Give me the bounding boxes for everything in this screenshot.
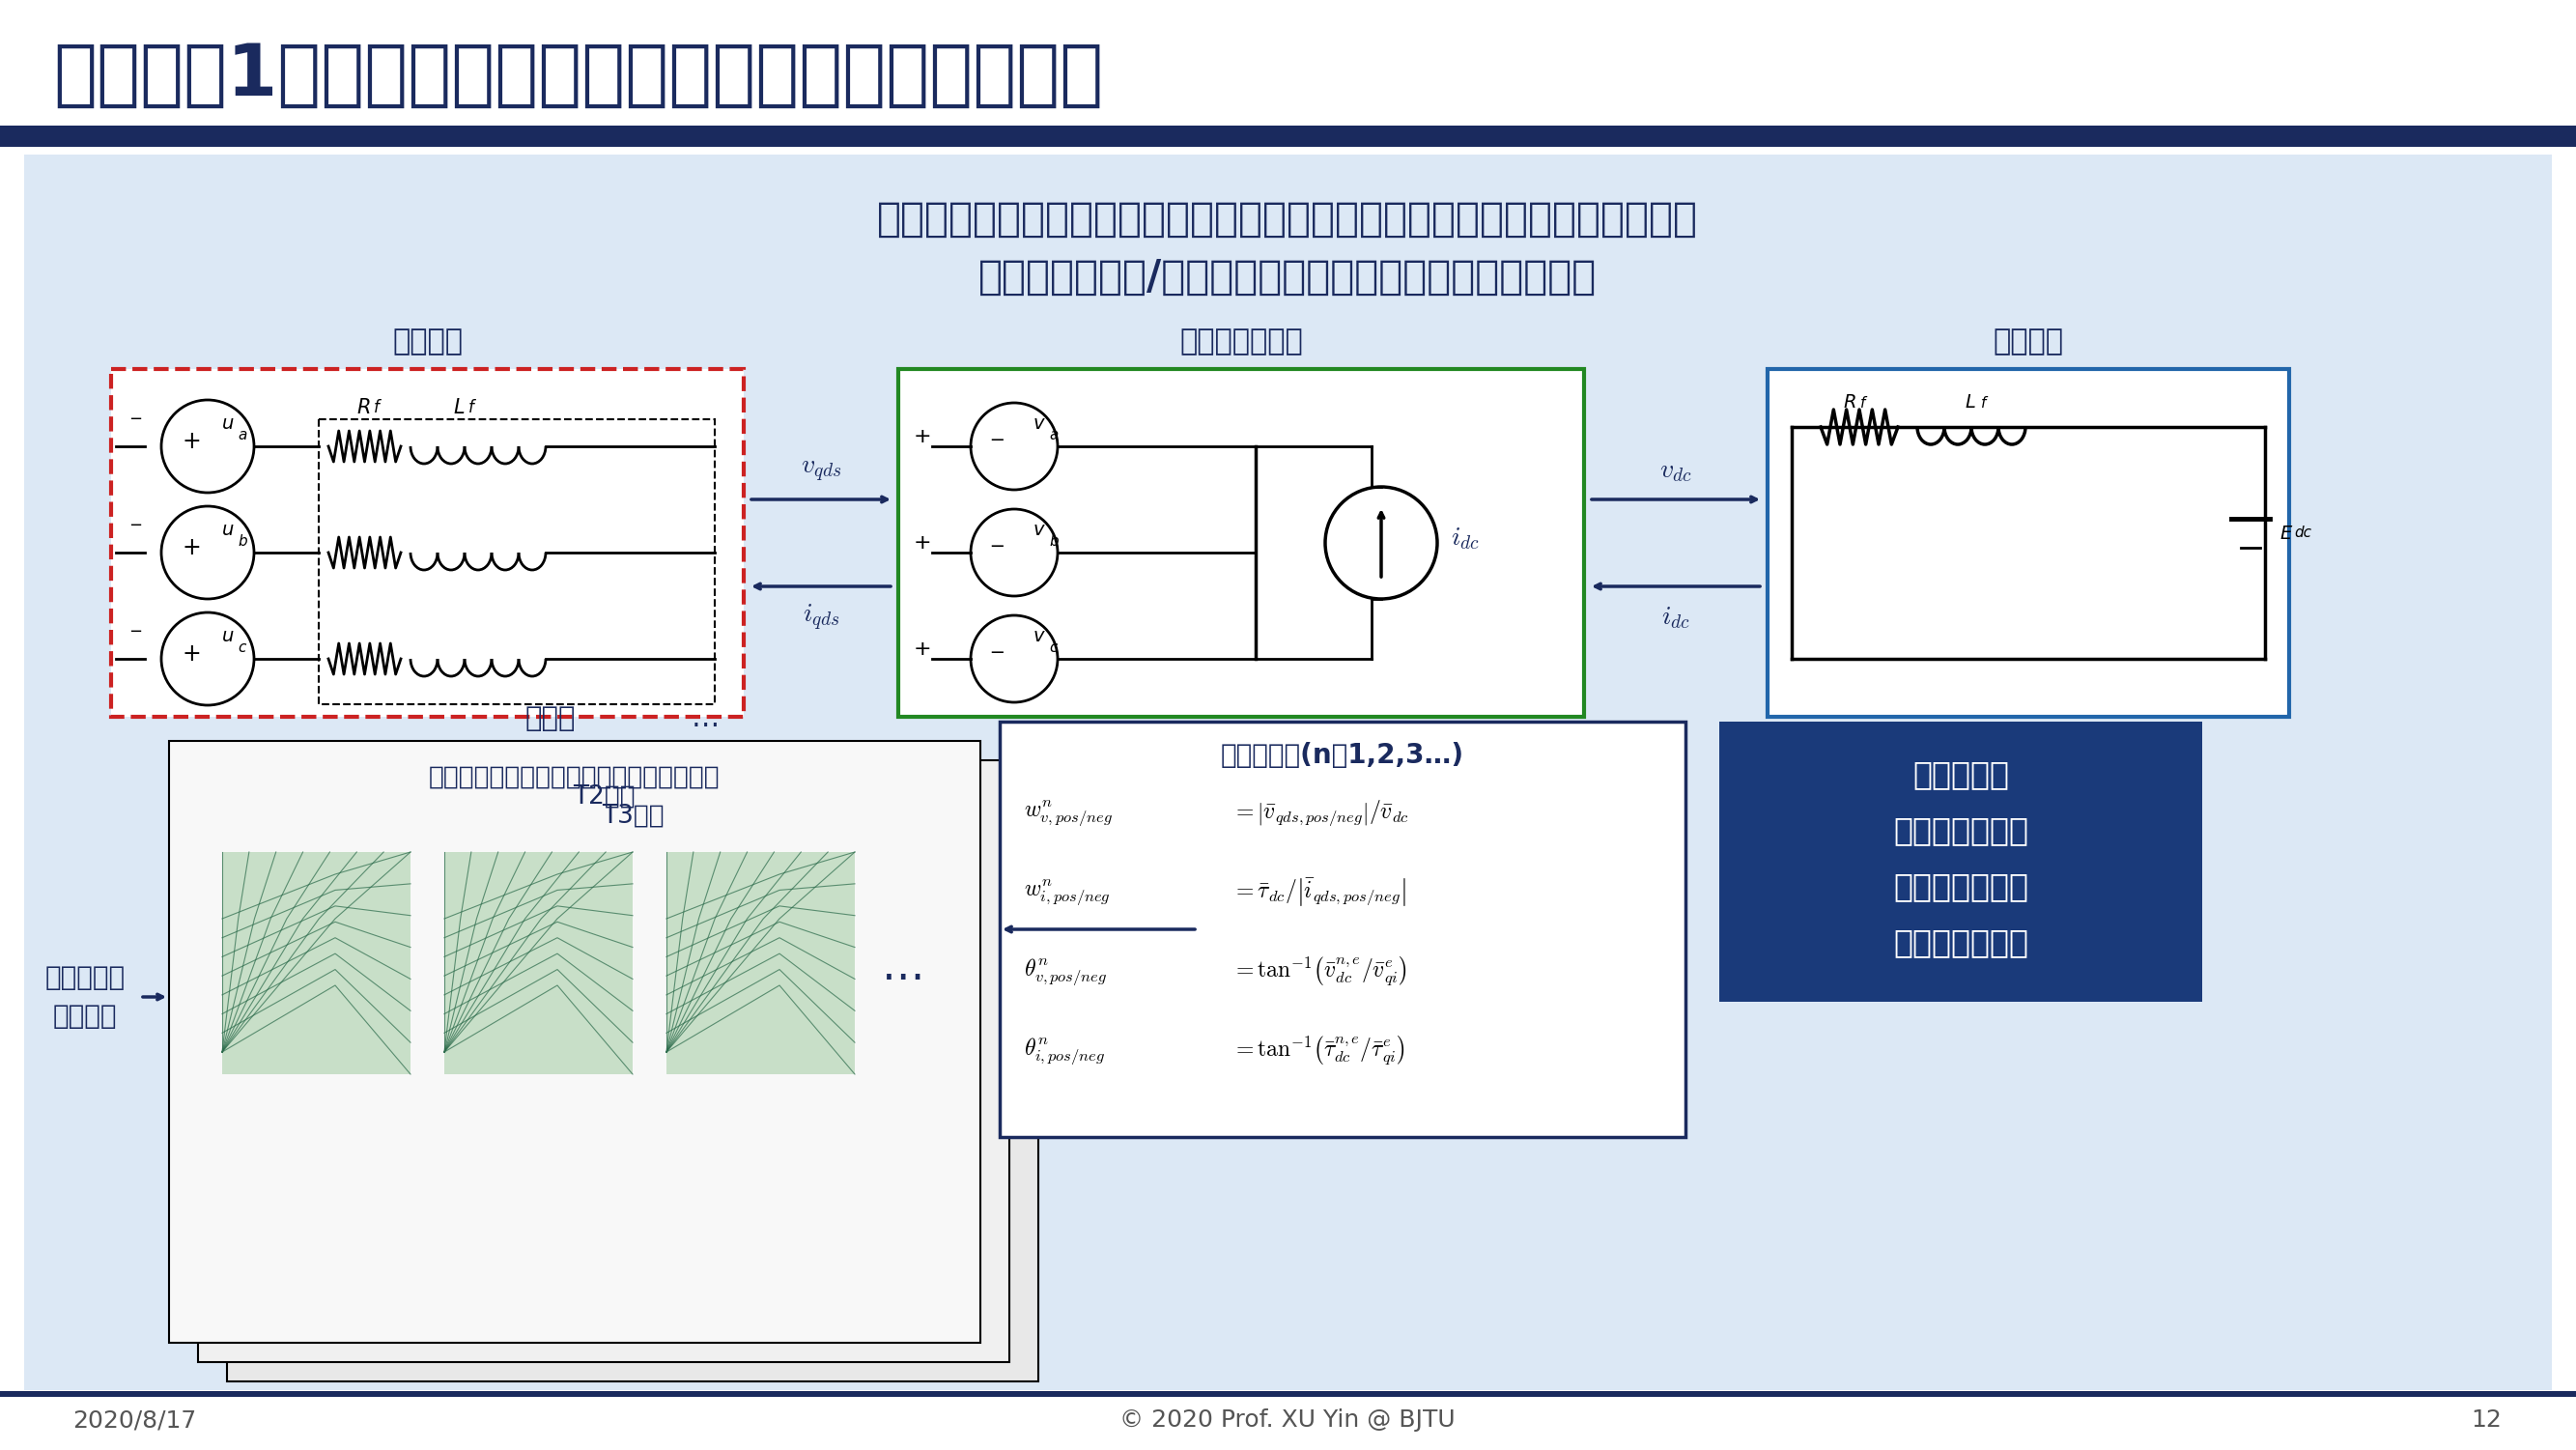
Bar [0, 126, 2576, 146]
Text: +: + [183, 429, 201, 452]
Text: L: L [1965, 393, 1976, 412]
Text: T2短路: T2短路 [572, 784, 634, 809]
FancyBboxPatch shape [111, 368, 744, 716]
Text: v: v [1033, 626, 1046, 645]
Text: 平均化方程(n＝1,2,3…): 平均化方程(n＝1,2,3…) [1221, 742, 1463, 769]
Text: $v_{qds}$: $v_{qds}$ [801, 457, 842, 484]
Text: $i_{dc}$: $i_{dc}$ [1450, 525, 1479, 551]
Bar [23, 155, 2553, 1391]
Text: L: L [453, 397, 464, 418]
Text: b: b [1048, 534, 1059, 548]
Text: f: f [1860, 396, 1865, 410]
Text: $i_{dc}$: $i_{dc}$ [1662, 603, 1690, 631]
Text: c: c [237, 641, 245, 655]
Text: …: … [690, 705, 719, 732]
Text: 研究成果1：考虑内部故障的高压直流动态平均化建模: 研究成果1：考虑内部故障的高压直流动态平均化建模 [54, 41, 1103, 110]
Text: 参数表: 参数表 [526, 705, 577, 732]
Text: R: R [1844, 393, 1857, 412]
Text: 负序分量分别建: 负序分量分别建 [1893, 871, 2027, 903]
Text: b: b [237, 534, 247, 548]
Bar [0, 0, 2576, 126]
Text: 2020/8/17: 2020/8/17 [72, 1408, 196, 1431]
Circle shape [971, 615, 1059, 702]
Bar [443, 853, 634, 1074]
Text: E: E [2280, 523, 2293, 542]
Text: u: u [222, 415, 234, 432]
Text: +: + [183, 642, 201, 666]
FancyBboxPatch shape [999, 722, 1685, 1137]
Text: ─: ─ [131, 410, 139, 428]
Bar [0, 1391, 2576, 1396]
Text: 12: 12 [2470, 1408, 2501, 1431]
Text: $=\bar{\tau}_{dc}/\left|\bar{i}_{qds,pos/neg}\right|$: $=\bar{\tau}_{dc}/\left|\bar{i}_{qds,pos… [1231, 877, 1406, 909]
Text: 换流器等效电路: 换流器等效电路 [1180, 328, 1303, 357]
Text: 和各次谐波的正: 和各次谐波的正 [1893, 815, 2027, 847]
Text: T3短路: T3短路 [600, 803, 665, 829]
Text: $w^n_{i,pos/neg}$: $w^n_{i,pos/neg}$ [1023, 877, 1110, 908]
FancyBboxPatch shape [170, 741, 981, 1343]
Text: ─: ─ [992, 432, 1002, 451]
Text: 运行、换流器内/外部故障等不同工况的统一建模和仿真。: 运行、换流器内/外部故障等不同工况的统一建模和仿真。 [979, 257, 1597, 297]
Text: R: R [358, 397, 371, 418]
Text: $i_{qds}$: $i_{qds}$ [801, 602, 840, 632]
Text: f: f [469, 399, 474, 416]
Text: c: c [1048, 641, 1056, 655]
Text: $v_{dc}$: $v_{dc}$ [1659, 457, 1692, 484]
Text: u: u [222, 521, 234, 539]
Text: ─: ─ [131, 624, 139, 641]
Text: $w^n_{v,pos/neg}$: $w^n_{v,pos/neg}$ [1023, 798, 1113, 829]
Text: +: + [914, 534, 933, 552]
FancyBboxPatch shape [899, 368, 1584, 716]
Circle shape [1324, 487, 1437, 599]
Text: v: v [1033, 415, 1046, 432]
Circle shape [162, 612, 255, 705]
Text: f: f [1981, 396, 1986, 410]
Text: © 2020 Prof. XU Yin @ BJTU: © 2020 Prof. XU Yin @ BJTU [1121, 1408, 1455, 1431]
Text: 为直流分量: 为直流分量 [1911, 758, 2009, 790]
Text: 直流系统: 直流系统 [1994, 328, 2063, 357]
Text: 根据直流换流器的运行状态动态切换外特性参数表，实现对高压直流系统正常: 根据直流换流器的运行状态动态切换外特性参数表，实现对高压直流系统正常 [876, 199, 1698, 239]
Circle shape [971, 403, 1059, 490]
Text: BJTU: BJTU [1641, 774, 2416, 1061]
Text: $=\left|\bar{v}_{qds,pos/neg}\right|/\bar{v}_{dc}$: $=\left|\bar{v}_{qds,pos/neg}\right|/\ba… [1231, 799, 1409, 828]
Circle shape [971, 509, 1059, 596]
Circle shape [162, 506, 255, 599]
Text: $=\tan^{-1}\!\left(\bar{\tau}^{n,e}_{dc}/\bar{\tau}^e_{qi}\right)$: $=\tan^{-1}\!\left(\bar{\tau}^{n,e}_{dc}… [1231, 1034, 1404, 1067]
Bar [667, 853, 855, 1074]
Text: a: a [1048, 428, 1059, 442]
Text: +: + [183, 536, 201, 560]
Text: v: v [1033, 521, 1046, 539]
FancyBboxPatch shape [1718, 722, 2202, 1002]
Text: a: a [237, 428, 247, 442]
Text: dc: dc [2295, 526, 2311, 541]
Text: …: … [881, 947, 925, 989]
Text: u: u [222, 626, 234, 645]
FancyBboxPatch shape [1767, 368, 2290, 716]
Text: ─: ─ [992, 645, 1002, 663]
Text: $\theta^n_{i,pos/neg}$: $\theta^n_{i,pos/neg}$ [1023, 1035, 1105, 1066]
Bar [222, 853, 410, 1074]
Text: ─: ─ [992, 538, 1002, 557]
Circle shape [162, 400, 255, 493]
Text: +: + [914, 426, 933, 447]
Text: 选择信号: 选择信号 [54, 1003, 116, 1030]
Text: 换流器状态: 换流器状态 [44, 964, 126, 992]
Text: 立平均化方程。: 立平均化方程。 [1893, 927, 2027, 958]
Text: $=\tan^{-1}\!\left(\bar{v}^{n,e}_{dc}/\bar{v}^e_{qi}\right)$: $=\tan^{-1}\!\left(\bar{v}^{n,e}_{dc}/\b… [1231, 956, 1406, 989]
Text: +: + [914, 639, 933, 658]
Text: ─: ─ [131, 516, 139, 534]
FancyBboxPatch shape [198, 760, 1010, 1362]
FancyBboxPatch shape [227, 780, 1038, 1382]
Text: 正常工况以及外部故障（未引起换相失败）: 正常工况以及外部故障（未引起换相失败） [430, 766, 721, 790]
Text: 交流系统: 交流系统 [392, 328, 464, 357]
Text: $\theta^n_{v,pos/neg}$: $\theta^n_{v,pos/neg}$ [1023, 957, 1108, 987]
Text: f: f [374, 399, 379, 416]
